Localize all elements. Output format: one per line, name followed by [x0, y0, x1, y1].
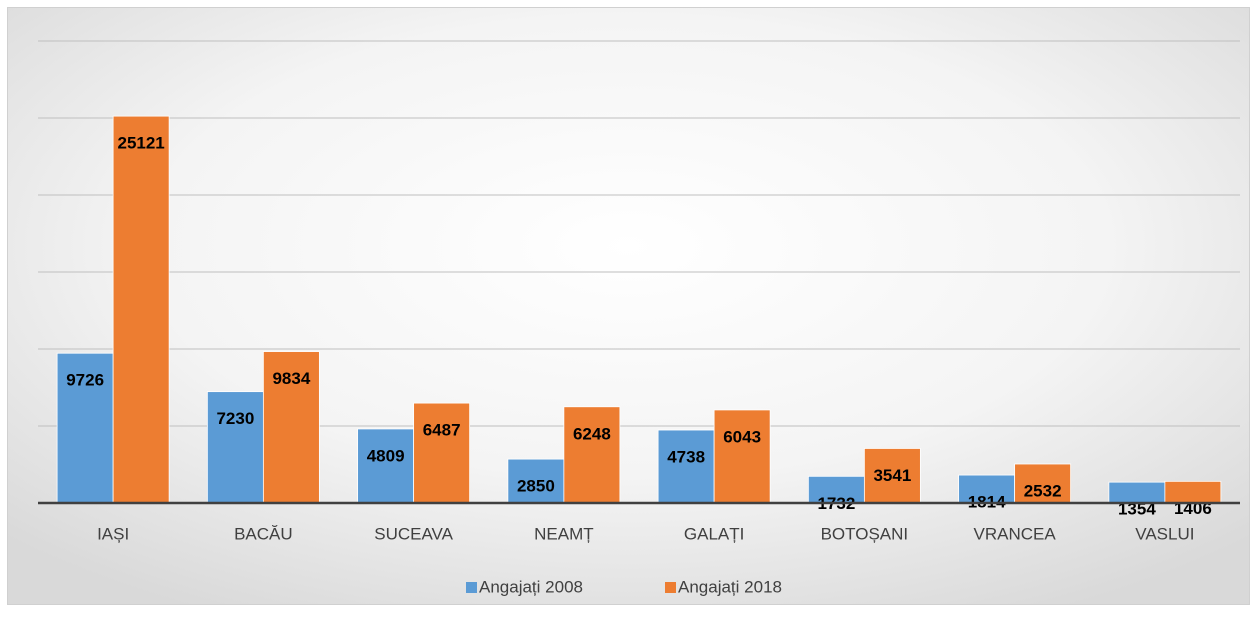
data-label: 9834 [272, 369, 310, 388]
data-label: 3541 [873, 466, 911, 485]
data-label: 6043 [723, 427, 761, 446]
bar [357, 428, 415, 504]
data-label: 1354 [1118, 500, 1156, 519]
bar [713, 409, 771, 504]
bar [1014, 463, 1072, 504]
legend-swatch [665, 582, 676, 593]
data-label: 4809 [367, 446, 405, 465]
data-label: 9726 [66, 371, 104, 390]
bar [413, 402, 471, 504]
data-label: 25121 [117, 134, 164, 153]
data-label: 7230 [216, 409, 254, 428]
data-label: 6248 [573, 424, 611, 443]
bar [206, 391, 264, 504]
bar [507, 458, 565, 504]
bar [958, 474, 1016, 504]
data-label: 2532 [1024, 481, 1062, 500]
bar [563, 406, 621, 504]
data-label: 6487 [423, 421, 461, 440]
x-tick-label: BOTOȘANI [821, 524, 909, 543]
x-tick-label: VASLUI [1135, 524, 1194, 543]
data-label: 4738 [667, 448, 705, 467]
bar [807, 475, 865, 504]
data-label: 2850 [517, 477, 555, 496]
x-tick-label: BACĂU [234, 524, 293, 543]
legend-swatch [466, 582, 477, 593]
chart-background [7, 7, 1250, 605]
data-label: 1406 [1174, 499, 1212, 518]
bar [657, 429, 715, 504]
x-tick-label: NEAMȚ [534, 524, 594, 543]
x-tick-label: VRANCEA [974, 524, 1057, 543]
x-tick-label: GALAȚI [684, 524, 744, 543]
legend-label: Angajați 2008 [479, 577, 583, 596]
bar [112, 115, 170, 504]
x-tick-label: SUCEAVA [374, 524, 453, 543]
legend-label: Angajați 2018 [678, 577, 782, 596]
bar [262, 351, 320, 504]
x-tick-label: IAȘI [97, 524, 129, 543]
